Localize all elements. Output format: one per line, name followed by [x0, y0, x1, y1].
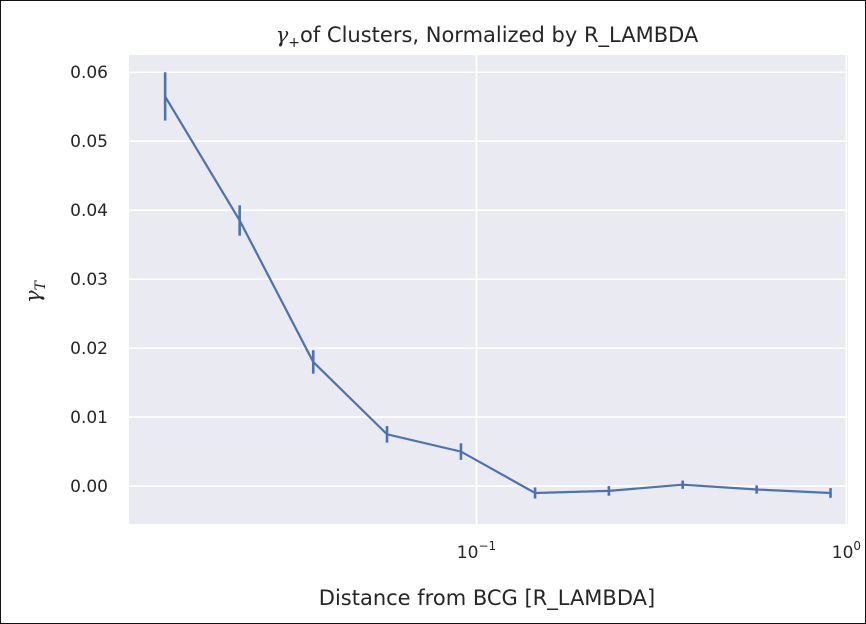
series-line [164, 95, 831, 495]
title-gamma: γ [276, 23, 289, 47]
y-tick-label: 0.00 [70, 477, 108, 497]
y-tick-label: 0.02 [70, 339, 108, 359]
x-axis-label: Distance from BCG [R_LAMBDA] [319, 586, 655, 611]
title-gamma-sub: + [288, 35, 300, 51]
y-axis-label-sub: T [33, 279, 49, 290]
x-tick-label: 10−1 [457, 539, 496, 563]
y-tick-labels: 0.00 0.01 0.02 0.03 0.04 0.05 0.06 [70, 63, 108, 497]
y-tick-label: 0.04 [70, 201, 108, 221]
chart-title: γ+of Clusters, Normalized by R_LAMBDA [276, 23, 699, 51]
y-tick-label: 0.03 [70, 270, 108, 290]
y-axis-label: γT [21, 279, 49, 303]
title-text: of Clusters, Normalized by R_LAMBDA [300, 23, 699, 48]
y-axis-label-symbol: γ [21, 290, 45, 303]
y-tick-label: 0.01 [70, 408, 108, 428]
plot-area [129, 55, 848, 524]
y-tick-label: 0.06 [70, 63, 108, 83]
x-tick-label: 100 [832, 539, 861, 563]
grid [129, 55, 848, 524]
x-tick-labels: 10−1 100 [457, 539, 861, 563]
y-tick-label: 0.05 [70, 132, 108, 152]
